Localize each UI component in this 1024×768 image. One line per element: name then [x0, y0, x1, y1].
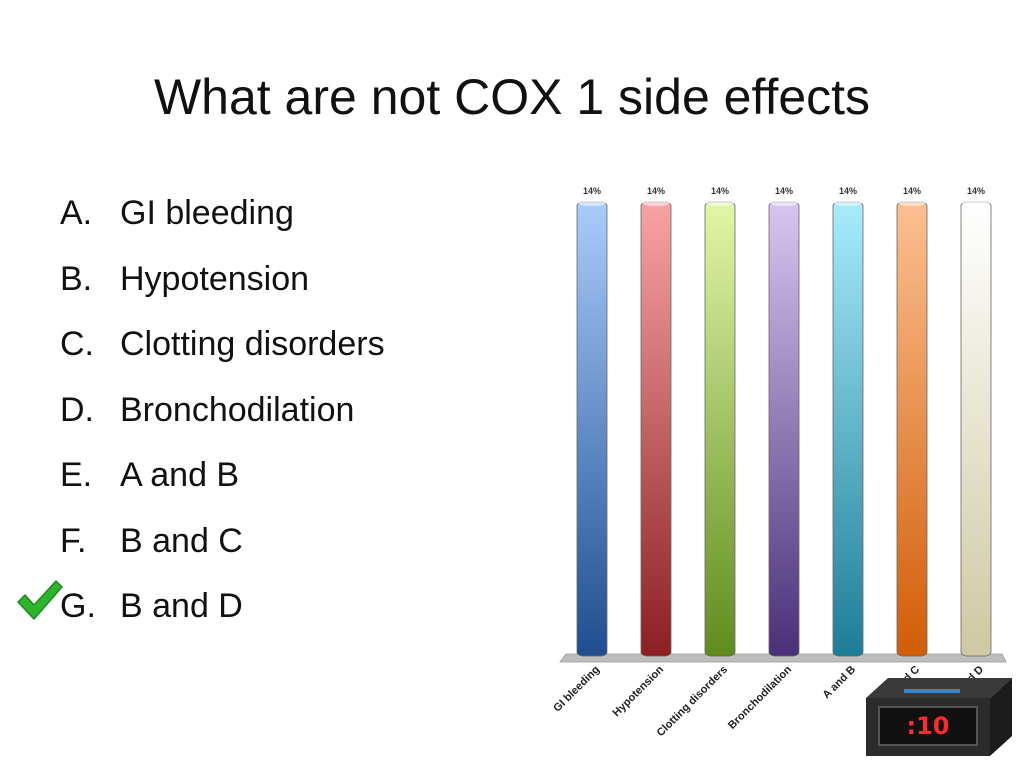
bar-5 [896, 201, 928, 657]
tick-label-1: Hypotension [611, 663, 667, 719]
data-label-3: 14% [775, 186, 793, 196]
data-label-2: 14% [711, 186, 729, 196]
option-letter: F. [60, 521, 87, 560]
slide-title: What are not COX 1 side effects [153, 69, 871, 125]
option-letter: D. [60, 390, 94, 429]
bar-top-0 [578, 200, 606, 206]
bar-1 [640, 201, 672, 657]
bar-top-3 [770, 200, 798, 206]
option-letter: A. [60, 194, 93, 232]
option-text: Hypotension [120, 259, 310, 298]
option-text: GI bleeding [120, 194, 294, 232]
bar-0 [576, 201, 608, 657]
data-label-5: 14% [903, 186, 921, 196]
bar-2 [704, 201, 736, 657]
countdown-timer: :10 [866, 676, 1012, 758]
option-text: B and D [120, 587, 243, 625]
data-label-4: 14% [839, 186, 857, 196]
bar-6 [960, 201, 992, 657]
option-text: Bronchodilation [120, 390, 355, 429]
bar-3 [768, 201, 800, 657]
bar-top-2 [706, 200, 734, 206]
check-mark-icon [17, 580, 63, 620]
option-text: Clotting disorders [120, 325, 385, 363]
option-text: A and B [120, 456, 240, 494]
option-letter: G. [60, 587, 96, 625]
option-letter: B. [60, 259, 93, 298]
bar-top-5 [898, 200, 926, 206]
option-letter: E. [60, 456, 93, 494]
bar-top-6 [962, 200, 990, 206]
bar-4 [832, 201, 864, 657]
tick-label-2: Clotting disorders [655, 664, 730, 739]
tick-label-3: Bronchodilation [726, 663, 794, 731]
data-label-6: 14% [967, 186, 985, 196]
bar-top-4 [834, 200, 862, 206]
timer-readout: :10 [878, 706, 978, 746]
data-label-0: 14% [583, 186, 601, 196]
bar-top-1 [642, 200, 670, 206]
option-text: B and C [120, 521, 243, 560]
data-label-1: 14% [647, 186, 665, 196]
option-letter: C. [60, 325, 94, 363]
tick-label-0: GI bleeding [551, 664, 602, 715]
tick-label-4: A and B [821, 664, 859, 702]
